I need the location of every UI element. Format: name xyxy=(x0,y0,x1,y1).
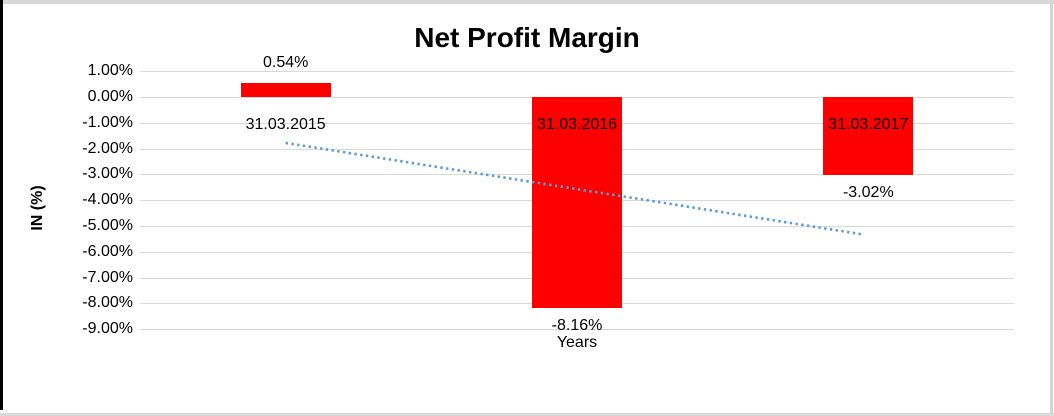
frame-border-top xyxy=(0,0,1054,4)
category-label: 31.03.2016 xyxy=(536,116,618,133)
frame-border-right xyxy=(1050,0,1053,416)
y-axis-title-text: IN (%) xyxy=(29,185,46,231)
bar-31.03.2017 xyxy=(823,97,914,175)
y-axis-tick-label: -9.00% xyxy=(82,320,133,338)
x-axis-title: Years xyxy=(556,334,598,351)
y-axis-tick-label: -3.00% xyxy=(82,165,133,183)
y-axis-tick-label: -1.00% xyxy=(82,113,133,131)
category-label: 31.03.2017 xyxy=(828,116,909,133)
gridline xyxy=(140,329,1014,331)
chart-title: Net Profit Margin xyxy=(414,22,640,53)
gridline xyxy=(140,71,1014,73)
frame-border-left xyxy=(0,0,3,410)
y-axis-tick-label: 0.00% xyxy=(87,88,133,105)
y-axis-tick-label: -4.00% xyxy=(82,191,133,209)
data-label: -3.02% xyxy=(842,183,894,201)
y-axis-tick-label: -8.00% xyxy=(82,294,133,312)
data-label: 0.54% xyxy=(262,54,309,72)
category-label: 31.03.2015 xyxy=(245,116,326,133)
y-axis-tick-label: -7.00% xyxy=(82,268,133,286)
y-axis-tick-label: -2.00% xyxy=(82,139,133,157)
bar-31.03.2015 xyxy=(240,83,331,97)
y-axis-tick-label: -5.00% xyxy=(82,217,133,234)
frame-border-bottom xyxy=(0,413,1054,416)
y-axis-tick-label: 1.00% xyxy=(87,62,133,80)
data-label: -8.16% xyxy=(551,316,603,334)
y-axis-tick-label: -6.00% xyxy=(82,242,133,260)
